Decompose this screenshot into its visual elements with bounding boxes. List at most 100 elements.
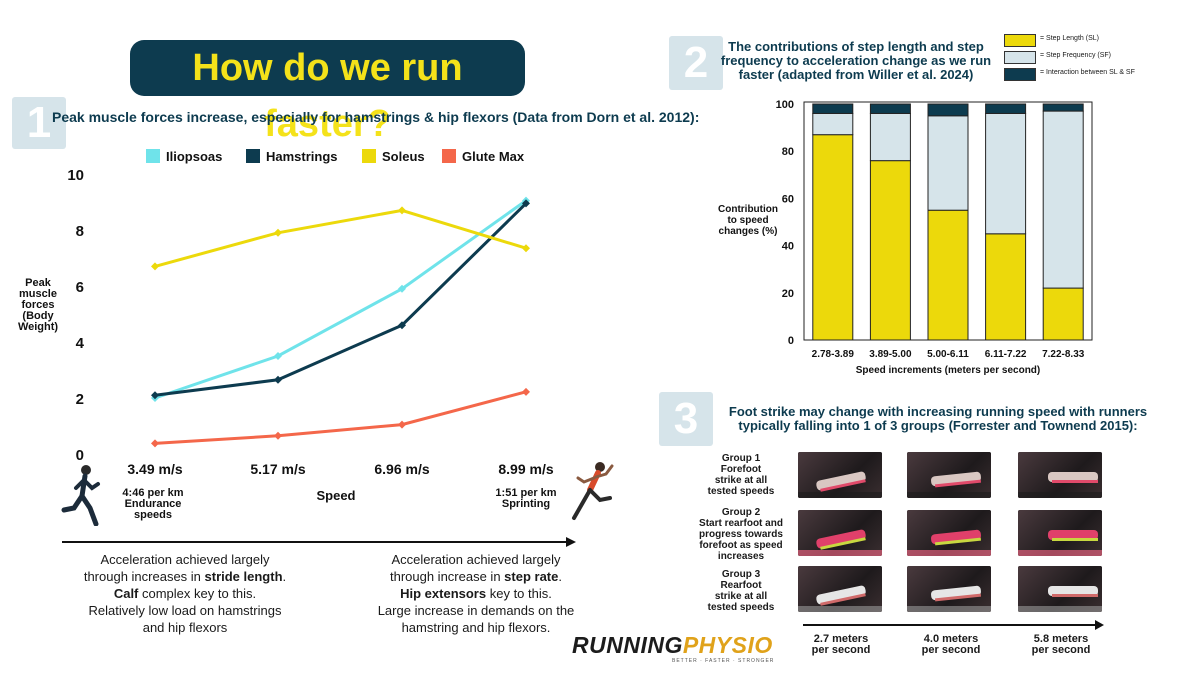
group-label-line: Forefoot bbox=[720, 464, 762, 475]
data-point bbox=[522, 199, 530, 208]
legend-label: Hamstrings bbox=[266, 149, 338, 164]
legend-row: = Step Length (SL) bbox=[1004, 34, 1194, 48]
caption-line: through increase in step rate. bbox=[352, 568, 600, 585]
speed-label-line: 2.7 meters bbox=[813, 633, 869, 645]
sprint-label: Sprinting bbox=[502, 498, 550, 510]
legend-label: = Step Frequency (SF) bbox=[1040, 52, 1112, 59]
caption-line: through increases in stride length. bbox=[60, 568, 310, 585]
caption-line: Calf complex key to this. bbox=[60, 585, 310, 602]
legend-swatch bbox=[246, 149, 260, 163]
treadmill-belt bbox=[1018, 606, 1102, 612]
speed-label: 5.8 meters per second bbox=[1026, 634, 1096, 656]
foot-strike-photo bbox=[1018, 510, 1102, 556]
y-axis-label: changes (%) bbox=[719, 226, 778, 237]
data-point bbox=[522, 244, 530, 253]
group-label-line: tested speeds bbox=[707, 486, 775, 497]
bar-segment bbox=[927, 209, 969, 341]
data-point bbox=[398, 420, 406, 429]
caption-text: and hip flexors bbox=[142, 620, 228, 635]
speed-label-line: 4.0 meters bbox=[923, 633, 979, 645]
legend-swatch bbox=[1004, 34, 1036, 47]
y-axis-label: Contribution bbox=[718, 204, 778, 215]
caption-line: Hip extensors key to this. bbox=[352, 585, 600, 602]
caption-text: Acceleration achieved largely bbox=[100, 552, 270, 567]
section-2-title-line: The contributions of step length and ste… bbox=[728, 39, 984, 54]
caption-text: key to this. bbox=[486, 586, 552, 601]
y-tick-label: 80 bbox=[782, 146, 794, 158]
section-3-title-line: Foot strike may change with increasing r… bbox=[728, 404, 1148, 419]
bar-segment bbox=[869, 160, 911, 341]
shoe-sole bbox=[1052, 538, 1098, 541]
data-point bbox=[274, 352, 282, 360]
caption-text: through increase in bbox=[389, 569, 505, 584]
group-label-line: Group 3 bbox=[721, 569, 761, 580]
section-2-title-line: frequency to acceleration change as we r… bbox=[720, 53, 992, 68]
group-label-line: Rearfoot bbox=[720, 580, 762, 591]
series-line-hamstrings bbox=[154, 202, 528, 397]
endurance-label: Endurance bbox=[125, 498, 182, 510]
bar-segment bbox=[869, 103, 911, 114]
runner-left-icon bbox=[60, 462, 104, 527]
speed-label: 4.0 meters per second bbox=[916, 634, 986, 656]
foot-strike-photo bbox=[798, 566, 882, 612]
group-label-line: Group 1 bbox=[721, 453, 761, 464]
y-tick-label: 4 bbox=[76, 335, 85, 352]
data-point bbox=[151, 439, 159, 448]
bar-segment bbox=[985, 112, 1027, 235]
caption-text: stride length bbox=[204, 569, 283, 584]
y-tick-label: 40 bbox=[782, 241, 794, 253]
running-physio-brand: RUNNINGPHYSIO bbox=[572, 632, 773, 659]
speed-label-line: 5.8 meters bbox=[1033, 633, 1089, 645]
caption-text: Large increase in demands on the bbox=[377, 603, 575, 618]
bar-segment bbox=[927, 115, 969, 211]
x-tick-label: 3.49 m/s bbox=[127, 461, 182, 477]
speed-label-line: per second bbox=[1031, 644, 1091, 656]
speed-label-line: per second bbox=[811, 644, 871, 656]
legend-label: = Interaction between SL & SF bbox=[1040, 69, 1135, 76]
foot-strike-photo bbox=[907, 566, 991, 612]
logo-brand-accent: PHYSIO bbox=[682, 632, 773, 658]
shoe-sole bbox=[1052, 594, 1098, 597]
y-tick-label: 20 bbox=[782, 288, 794, 300]
group-label-line: tested speeds bbox=[707, 602, 775, 613]
data-point bbox=[274, 375, 282, 384]
y-tick-label: 60 bbox=[782, 193, 794, 205]
group-label: Group 1 Forefoot strike at all tested speed… bbox=[688, 453, 794, 497]
legend-swatch bbox=[362, 149, 376, 163]
group-label-line: Start rearfoot and bbox=[699, 518, 783, 529]
section-3-number: 3 bbox=[659, 392, 713, 446]
data-point bbox=[398, 206, 406, 215]
y-tick-label: 0 bbox=[788, 335, 794, 347]
treadmill-belt bbox=[798, 550, 882, 556]
treadmill-belt bbox=[907, 606, 991, 612]
group-label-line: strike at all bbox=[714, 591, 768, 602]
caption-line: Acceleration achieved largely bbox=[352, 551, 600, 568]
group-label-line: forefoot as speed bbox=[699, 540, 783, 551]
data-point bbox=[151, 262, 159, 271]
series-line-soleus bbox=[154, 208, 527, 268]
caption-text: . bbox=[282, 569, 287, 584]
bar-segment bbox=[812, 134, 854, 341]
x-tick-label: 5.17 m/s bbox=[250, 461, 305, 477]
bar-segment bbox=[985, 103, 1027, 114]
legend-label: Soleus bbox=[382, 149, 425, 164]
shoe-shape bbox=[1048, 530, 1098, 540]
x-axis-label: Speed increments (meters per second) bbox=[856, 365, 1041, 376]
series-line-iliopsoas bbox=[154, 199, 527, 400]
legend-row: = Step Frequency (SF) bbox=[1004, 51, 1194, 65]
caption-text: Relatively low load on hamstrings bbox=[88, 603, 282, 618]
treadmill-belt bbox=[907, 492, 991, 498]
legend-swatch bbox=[1004, 68, 1036, 81]
section-1-title: Peak muscle forces increase, especially … bbox=[52, 109, 700, 125]
group-label: Group 3 Rearfoot strike at all tested speed… bbox=[688, 569, 794, 613]
group-label-line: progress towards bbox=[699, 529, 783, 540]
x-tick-label: 5.00-6.11 bbox=[927, 349, 969, 360]
foot-strike-photo bbox=[907, 510, 991, 556]
series-line-glute-max bbox=[154, 390, 527, 445]
y-axis-label: to speed bbox=[727, 215, 768, 226]
x-tick-label: 7.22-8.33 bbox=[1042, 349, 1085, 360]
foot-strike-photo bbox=[798, 452, 882, 498]
caption-text: Acceleration achieved largely bbox=[391, 552, 561, 567]
sprint-label: 1:51 per km bbox=[495, 487, 556, 499]
speed-label-line: per second bbox=[921, 644, 981, 656]
